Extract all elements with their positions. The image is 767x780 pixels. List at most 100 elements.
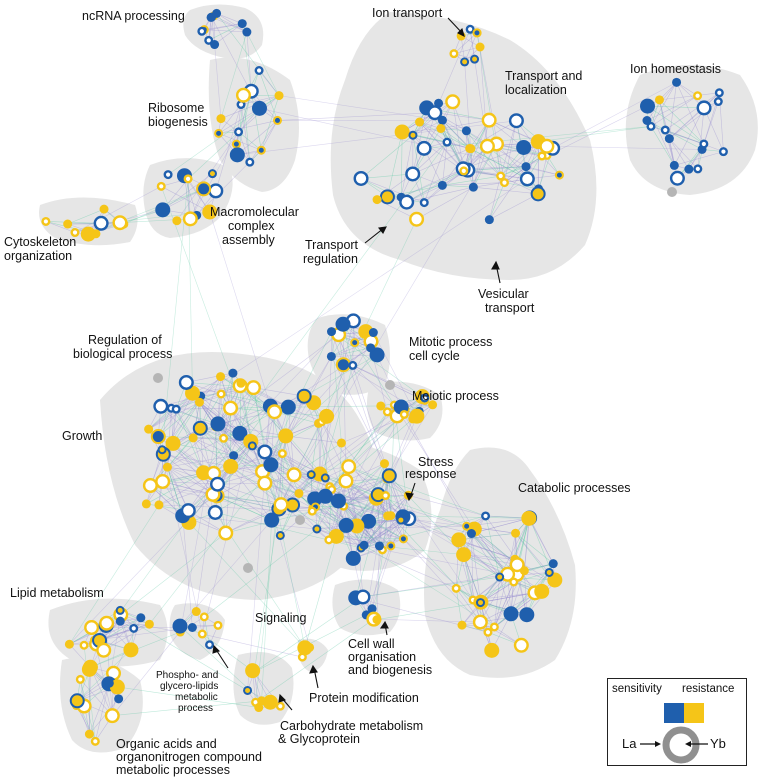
network-edge — [373, 332, 418, 417]
network-edge — [402, 101, 453, 133]
network-edge — [217, 411, 275, 425]
network-edge — [146, 472, 204, 505]
label-cytoskeleton-l1: Cytoskeleton — [4, 235, 76, 249]
sensitivity-node — [231, 139, 241, 149]
sensitivity-node — [355, 589, 371, 605]
network-edge — [390, 405, 395, 516]
resistance-node — [223, 458, 239, 474]
network-edge — [440, 128, 470, 149]
resistance-node — [70, 228, 80, 238]
network-edge — [650, 82, 677, 127]
network-edge — [480, 621, 522, 646]
sensitivity-node — [516, 139, 532, 155]
network-edge — [647, 105, 675, 166]
resistance-node — [460, 57, 470, 67]
sensitivity-node — [178, 374, 194, 390]
network-edge — [343, 411, 388, 507]
network-edge — [277, 112, 435, 121]
network-edge — [211, 16, 247, 33]
resistance-node — [245, 380, 261, 396]
network-edge — [469, 120, 517, 149]
network-edge — [504, 182, 539, 190]
network-edge — [394, 404, 475, 530]
network-edge — [355, 573, 508, 599]
resistance-node — [372, 615, 382, 625]
network-edge — [703, 101, 719, 145]
network-edge — [471, 533, 481, 603]
resistance-node — [459, 166, 469, 176]
network-edge — [419, 121, 448, 143]
network-edge — [462, 120, 490, 169]
network-edge — [99, 623, 150, 641]
network-edge — [524, 563, 554, 571]
network-edge — [253, 387, 306, 648]
network-edge — [646, 95, 698, 121]
network-edge — [271, 341, 372, 521]
network-edge — [162, 481, 214, 495]
network-edge — [217, 423, 263, 472]
sensitivity-node — [205, 640, 215, 650]
network-edge — [223, 411, 275, 439]
network-edge — [214, 23, 243, 45]
sensitivity-node — [442, 137, 452, 147]
network-edge — [470, 148, 528, 180]
unassigned-node — [667, 187, 677, 197]
network-edge — [524, 518, 530, 571]
resistance-node — [381, 491, 391, 501]
network-edge — [175, 409, 194, 439]
sensitivity-node — [153, 398, 169, 414]
network-edge — [331, 331, 423, 397]
resistance-node — [112, 215, 128, 231]
label-organic: Organic acids and organonitrogen compoun… — [116, 737, 265, 777]
network-edge — [258, 70, 280, 96]
sensitivity-node — [187, 623, 197, 633]
network-edge — [288, 405, 381, 408]
resistance-node — [409, 211, 425, 227]
network-edge — [325, 478, 387, 497]
sensitivity-node — [114, 694, 124, 704]
resistance-node — [235, 87, 251, 103]
network-edge — [659, 99, 666, 131]
resistance-node — [320, 473, 330, 483]
network-edge — [371, 519, 402, 609]
network-edge — [546, 145, 703, 150]
resistance-node — [96, 642, 112, 658]
network-edge — [223, 387, 254, 439]
network-edge — [318, 423, 321, 475]
sensitivity-node — [237, 19, 247, 29]
sensitivity-node — [335, 357, 351, 373]
network-edge — [473, 120, 490, 188]
resistance-node — [144, 619, 154, 629]
network-edge — [423, 142, 448, 203]
network-edge — [356, 404, 433, 527]
network-edge — [285, 354, 378, 437]
network-edge — [356, 525, 404, 540]
network-edge — [176, 407, 231, 410]
network-edge — [331, 331, 342, 444]
label-cell-wall-l1: Cell wall — [348, 637, 395, 651]
network-edge — [217, 471, 263, 485]
network-edge — [217, 483, 272, 521]
network-edge — [528, 518, 554, 564]
network-edge — [150, 485, 189, 511]
network-edge — [220, 393, 224, 439]
network-edge — [489, 182, 505, 220]
network-edge — [285, 435, 342, 444]
network-edge — [230, 407, 266, 453]
resistance-node — [123, 642, 139, 658]
network-edge — [262, 356, 332, 472]
network-edge — [167, 437, 224, 468]
network-edge — [669, 92, 720, 139]
network-edge — [348, 466, 409, 496]
resistance-node — [534, 583, 550, 599]
network-edge — [650, 95, 698, 127]
network-edge — [293, 442, 342, 476]
network-edge — [282, 396, 305, 454]
network-edge — [89, 667, 91, 735]
network-edge — [293, 474, 404, 540]
sensitivity-node — [669, 160, 679, 170]
network-edge — [452, 101, 472, 149]
sensitivity-node — [416, 140, 432, 156]
resistance-node — [245, 663, 261, 679]
sensitivity-node — [330, 493, 346, 509]
